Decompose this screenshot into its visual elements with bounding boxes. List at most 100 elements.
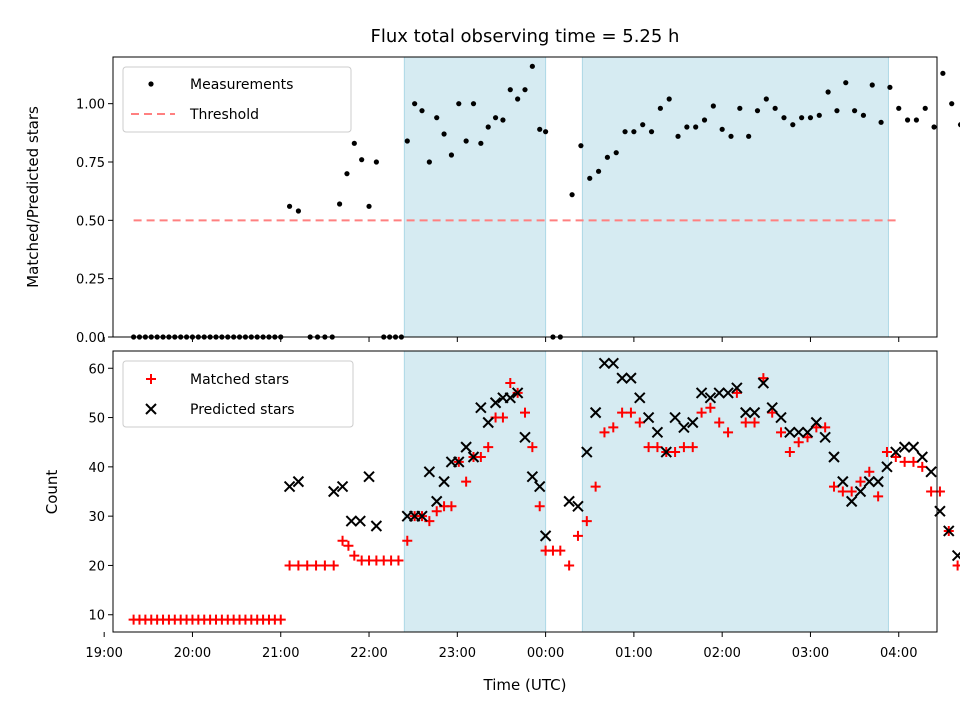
measurement-point: [693, 124, 699, 130]
matched-star-point: [926, 486, 937, 497]
matched-star-point: [758, 373, 769, 384]
legend-measurements-marker: [148, 81, 154, 87]
matched-star-point: [696, 407, 707, 418]
predicted-star-point: [775, 411, 787, 424]
measurement-point: [790, 122, 796, 128]
measurement-point: [957, 122, 960, 128]
top-observing-window-2: [581, 56, 889, 338]
bottom-y-tick-label: 20: [88, 559, 105, 574]
predicted-star-point: [519, 431, 531, 443]
predicted-star-point: [336, 480, 349, 493]
measurement-point: [737, 105, 743, 111]
measurement-point: [728, 133, 734, 139]
matched-star-point: [714, 417, 725, 428]
measurement-point: [887, 84, 893, 90]
legend-predicted-marker: [145, 403, 157, 415]
predicted-star-point: [642, 411, 655, 424]
predicted-star-point: [625, 372, 637, 384]
x-tick-label: 21:00: [262, 646, 299, 661]
matched-star-point: [475, 451, 486, 462]
measurement-point: [344, 171, 350, 177]
predicted-star-point: [363, 471, 375, 483]
predicted-star-point: [598, 357, 611, 370]
predicted-star-point: [792, 426, 805, 439]
matched-star-point: [784, 447, 795, 458]
x-tick-label: 22:00: [350, 646, 387, 661]
predicted-star-point: [890, 446, 902, 458]
predicted-star-point: [283, 480, 296, 493]
measurement-point: [675, 133, 681, 139]
predicted-star-point: [669, 411, 681, 424]
matched-star-point: [776, 427, 787, 438]
measurement-point: [578, 143, 584, 149]
bottom-y-tick-label: 60: [88, 362, 105, 377]
legend-predicted-label: Predicted stars: [190, 402, 295, 418]
measurement-point: [834, 108, 840, 114]
matched-star-point: [572, 530, 583, 541]
predicted-star-point: [810, 416, 823, 429]
measurement-point: [337, 201, 343, 207]
matched-star-point: [864, 466, 875, 477]
matched-star-point: [617, 407, 628, 418]
measurement-point: [419, 108, 425, 114]
predicted-star-point: [845, 495, 858, 508]
predicted-star-point: [534, 480, 546, 493]
measurement-point: [640, 122, 646, 128]
measurement-point: [492, 115, 499, 121]
measurement-point: [754, 108, 761, 114]
measurement-point: [763, 96, 769, 102]
measurement-point: [746, 133, 752, 139]
predicted-star-point: [572, 500, 584, 512]
predicted-star-point: [687, 416, 699, 429]
measurement-point: [485, 124, 491, 130]
matched-star-point: [837, 486, 848, 497]
x-tick-label: 19:00: [85, 646, 122, 661]
matched-star-point: [908, 456, 919, 467]
measurement-point: [931, 124, 937, 130]
measurement-point: [537, 126, 543, 132]
predicted-star-point: [766, 401, 778, 414]
measurement-point: [448, 152, 455, 158]
matched-star-point: [846, 486, 857, 497]
x-axis-label: Time (UTC): [483, 676, 567, 694]
top-y-tick-label: 0.25: [76, 273, 105, 288]
bottom-panel: 10 20 30 40 50 60 19:00 20:00 21:00 22:00 23:00 00:…: [85, 350, 960, 661]
matched-star-point: [687, 442, 698, 453]
matched-star-point: [705, 402, 716, 413]
measurement-point: [701, 117, 708, 123]
measurement-point: [657, 105, 663, 111]
top-y-axis-label: Matched/Predicted stars: [24, 106, 42, 288]
predicted-star-point: [748, 406, 761, 419]
matched-star-point: [643, 442, 654, 453]
predicted-star-point: [907, 441, 920, 453]
measurement-point: [366, 203, 372, 209]
matched-star-point: [890, 451, 901, 462]
x-tick-label: 03:00: [792, 646, 829, 661]
measurement-point: [869, 82, 875, 88]
x-tick-label: 00:00: [527, 646, 564, 661]
legend-matched-marker: [146, 374, 156, 384]
matched-star-point: [749, 417, 760, 428]
predicted-star-point: [828, 451, 840, 463]
measurement-point: [710, 103, 716, 109]
measurement-point: [295, 208, 301, 214]
top-y-tick-label: 0.75: [76, 156, 105, 171]
predicted-star-point: [740, 406, 752, 419]
measurement-point: [595, 168, 602, 174]
predicted-star-point: [504, 392, 516, 404]
measurement-point: [507, 87, 513, 93]
predicted-star-point: [713, 387, 725, 399]
measurement-point: [359, 157, 365, 163]
predicted-star-point: [431, 495, 443, 508]
matched-star-point: [873, 491, 884, 502]
measurement-point: [613, 150, 619, 156]
measurement-point: [825, 89, 831, 95]
predicted-star-point: [784, 426, 796, 439]
top-observing-window-1: [403, 56, 547, 338]
x-tick-label: 02:00: [703, 646, 740, 661]
matched-star-point: [446, 501, 457, 512]
matched-star-point: [802, 432, 813, 443]
predicted-star-point: [589, 406, 602, 419]
matched-star-point: [625, 407, 636, 418]
